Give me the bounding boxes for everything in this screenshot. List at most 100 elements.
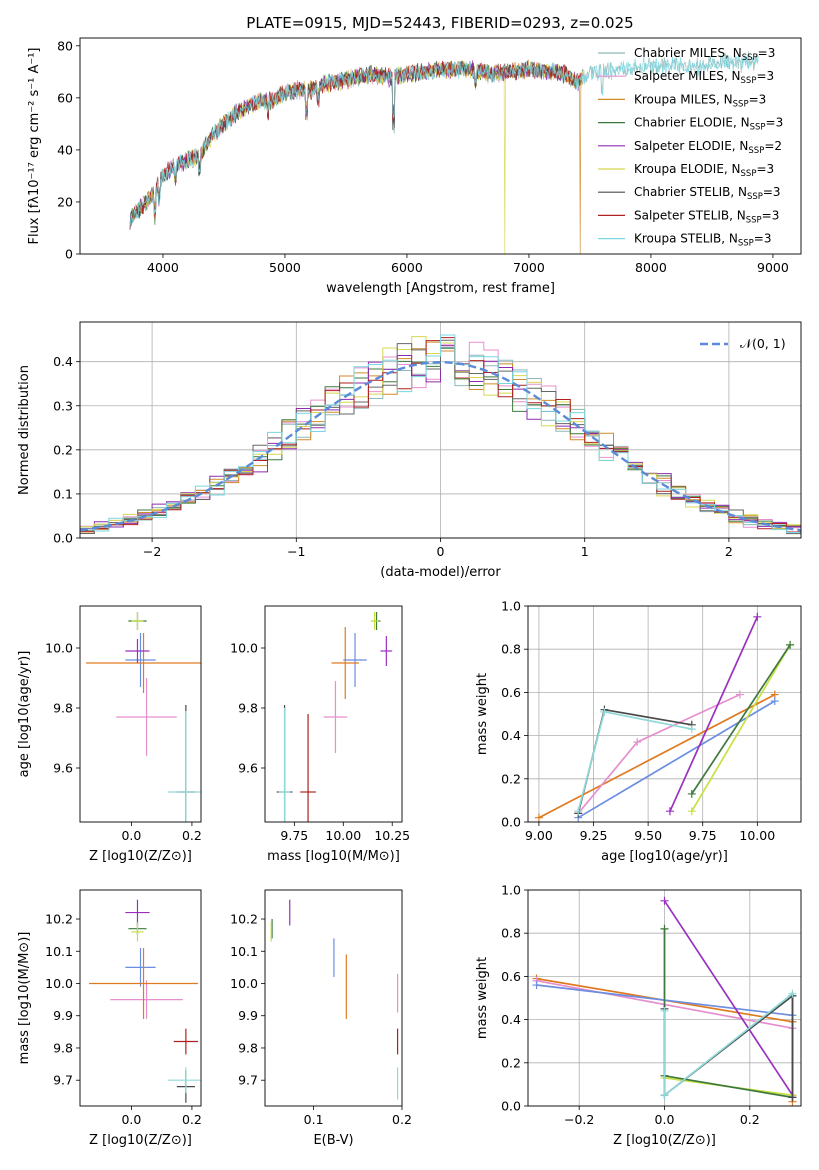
y-tick-label: 40 bbox=[57, 142, 73, 157]
y-tick-label: 0.0 bbox=[501, 815, 521, 830]
x-tick-label: 0 bbox=[437, 544, 445, 559]
y-axis-label: Flux [fλ10⁻¹⁷ erg cm⁻² s⁻¹ A⁻¹] bbox=[27, 48, 42, 245]
errorbar-point bbox=[131, 612, 144, 630]
x-axis-label: E(B-V) bbox=[313, 1133, 353, 1148]
legend-entry: Chabrier MILES, NSSP=3 bbox=[634, 46, 775, 63]
spectrum-series-4 bbox=[129, 60, 583, 231]
x-axis-label: mass [log10(M/M⊙)] bbox=[267, 849, 400, 864]
axes-frame bbox=[264, 889, 403, 1107]
x-axis-label: Z [log10(Z/Z⊙)] bbox=[613, 1133, 716, 1148]
panel-mass-vs-ebv: 0.1 0.2 9.7 9.8 9.9 10.0 10.1 10.2 E(B-V) bbox=[230, 889, 412, 1148]
y-axis-label: age [log10(age/yr)] bbox=[17, 651, 32, 778]
x-tick-label: 2 bbox=[725, 544, 733, 559]
y-tick-label: 9.8 bbox=[238, 1040, 258, 1055]
weight-series-7 bbox=[577, 710, 692, 812]
weight-marker bbox=[660, 1091, 669, 1100]
y-tick-label: 20 bbox=[57, 194, 73, 209]
y-tick-label: 9.6 bbox=[53, 761, 73, 776]
y-tick-label: 9.8 bbox=[53, 701, 73, 716]
panel-weight-vs-z: −0.2 0.0 0.2 0.0 0.2 0.4 0.6 0.8 1.0 Z [log10(Z/Z… bbox=[475, 883, 802, 1148]
weight-series-5 bbox=[691, 644, 791, 795]
panel-age-vs-mass: 9.75 10.00 10.25 9.6 9.8 10.0 mass [log10(M/M⊙… bbox=[230, 605, 410, 864]
errorbar-point bbox=[370, 612, 379, 630]
figure-title: PLATE=0915, MJD=52443, FIBERID=0293, z=0… bbox=[246, 14, 633, 32]
axes-frame bbox=[527, 605, 802, 823]
weight-marker bbox=[788, 989, 797, 998]
spectrum-series-3 bbox=[129, 60, 583, 225]
y-tick-label: 9.7 bbox=[53, 1073, 73, 1088]
spectrum-series-7 bbox=[129, 60, 583, 229]
errorbar-point bbox=[331, 627, 359, 699]
legend-entry: Chabrier STELIB, NSSP=3 bbox=[634, 185, 781, 202]
weight-marker bbox=[687, 807, 696, 816]
legend-entry: Salpeter MILES, NSSP=3 bbox=[634, 69, 774, 86]
x-tick-label: 0.0 bbox=[655, 1112, 675, 1127]
errorbar-point bbox=[300, 714, 316, 822]
plot-area bbox=[270, 899, 399, 1100]
y-tick-label: 0.8 bbox=[501, 926, 521, 941]
x-tick-label: 6000 bbox=[391, 260, 423, 275]
y-tick-label: 9.9 bbox=[238, 1008, 258, 1023]
axes-frame bbox=[79, 605, 202, 823]
errorbar-point bbox=[116, 678, 177, 756]
x-tick-label: 0.1 bbox=[304, 1112, 324, 1127]
x-tick-label: 5000 bbox=[269, 260, 301, 275]
y-tick-label: 10.2 bbox=[230, 912, 258, 927]
weight-marker bbox=[633, 738, 642, 747]
plot-area bbox=[534, 612, 795, 822]
plot-area bbox=[532, 896, 797, 1106]
y-tick-label: 0.3 bbox=[53, 398, 73, 413]
spectrum-series-1 bbox=[129, 61, 583, 227]
y-tick-label: 10.2 bbox=[45, 912, 73, 927]
errorbar-point bbox=[343, 633, 367, 687]
y-tick-label: 10.0 bbox=[45, 641, 73, 656]
normal-curve bbox=[80, 360, 801, 532]
errorbar-point bbox=[380, 636, 393, 666]
errorbar-point bbox=[125, 639, 150, 663]
weight-series-3 bbox=[669, 616, 759, 812]
x-tick-label: 0.2 bbox=[182, 1112, 202, 1127]
y-tick-label: 0.4 bbox=[501, 728, 521, 743]
y-tick-label: 0.6 bbox=[501, 685, 521, 700]
x-tick-label: 10.25 bbox=[374, 828, 410, 843]
weight-marker bbox=[532, 981, 541, 990]
plot-area bbox=[276, 612, 393, 822]
y-tick-label: 9.8 bbox=[53, 1040, 73, 1055]
x-tick-label: 10.00 bbox=[325, 828, 361, 843]
x-tick-label: 0.2 bbox=[740, 1112, 760, 1127]
y-axis-label: Normed distribution bbox=[17, 365, 32, 495]
weight-marker bbox=[534, 813, 543, 822]
y-tick-label: 9.8 bbox=[238, 701, 258, 716]
legend-entry: 𝒩(0, 1) bbox=[740, 336, 786, 351]
legend-entry: Kroupa STELIB, NSSP=3 bbox=[634, 232, 772, 249]
errorbar-point bbox=[323, 681, 348, 753]
x-axis-label: Z [log10(Z/Z⊙)] bbox=[89, 849, 192, 864]
axes-frame bbox=[79, 889, 202, 1107]
y-tick-label: 1.0 bbox=[501, 883, 521, 898]
errorbar-point bbox=[89, 948, 198, 1019]
y-tick-label: 60 bbox=[57, 90, 73, 105]
weight-marker bbox=[574, 807, 583, 816]
x-tick-label: −0.2 bbox=[564, 1112, 594, 1127]
spectrum-series-8 bbox=[129, 52, 759, 228]
y-axis-label: mass weight bbox=[475, 957, 490, 1039]
y-tick-label: 9.6 bbox=[238, 761, 258, 776]
histogram-series-8 bbox=[80, 334, 801, 533]
y-tick-label: 10.0 bbox=[230, 641, 258, 656]
y-axis-label: mass [log10(M/M⊙)] bbox=[17, 932, 32, 1065]
x-axis-label: (data-model)/error bbox=[380, 565, 501, 580]
y-tick-label: 0.2 bbox=[501, 771, 521, 786]
y-tick-label: 0.6 bbox=[501, 969, 521, 984]
weight-series-4 bbox=[691, 644, 791, 812]
y-tick-label: 10.0 bbox=[45, 976, 73, 991]
weight-marker bbox=[660, 1006, 669, 1015]
plot-area bbox=[80, 334, 801, 535]
y-tick-label: 10.0 bbox=[230, 976, 258, 991]
axes-frame bbox=[264, 605, 403, 823]
y-tick-label: 10.1 bbox=[45, 944, 73, 959]
y-tick-label: 80 bbox=[57, 38, 73, 53]
y-tick-label: 0.1 bbox=[53, 486, 73, 501]
x-tick-label: 0.2 bbox=[392, 1112, 412, 1127]
legend-entry: Salpeter STELIB, NSSP=3 bbox=[634, 208, 779, 225]
weight-marker bbox=[770, 697, 779, 706]
